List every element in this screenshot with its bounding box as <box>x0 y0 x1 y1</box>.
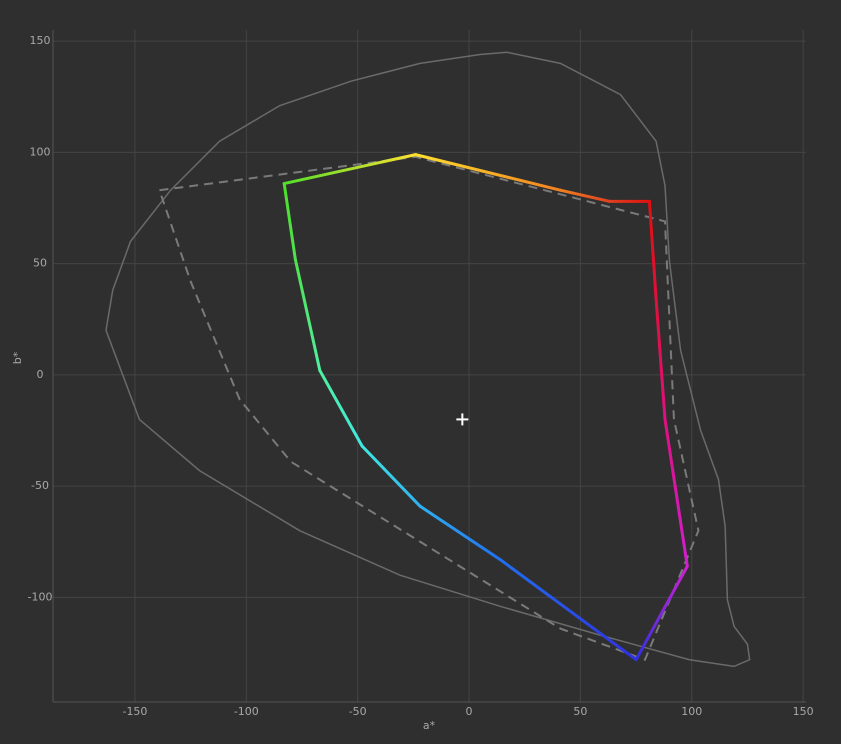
x-tick-label: 150 <box>793 705 814 718</box>
gamut-edge <box>498 558 638 662</box>
dashed-gamut <box>158 155 700 661</box>
y-tick-label: 150 <box>30 34 51 47</box>
gamut-edge <box>282 182 297 261</box>
white-point <box>456 413 469 426</box>
gamut-edge <box>654 297 667 421</box>
gamut-edge <box>558 188 611 203</box>
x-tick-label: -150 <box>122 705 147 718</box>
y-tick-label: -50 <box>31 479 49 492</box>
y-tick-label: -100 <box>28 590 53 603</box>
x-tick-label: -100 <box>234 705 259 718</box>
gamut-edge <box>360 444 422 508</box>
y-tick-label: 0 <box>37 368 44 381</box>
gamut-edge <box>663 417 689 568</box>
y-axis-label: b* <box>11 351 24 364</box>
gamut-edge <box>634 564 689 662</box>
gamut-edge <box>293 257 322 372</box>
x-tick-label: 100 <box>681 705 702 718</box>
x-axis-label: a* <box>423 719 436 732</box>
gamut-edge <box>318 368 364 448</box>
x-tick-label: 0 <box>466 705 473 718</box>
gamut-edge <box>414 153 562 192</box>
spectral-locus <box>105 51 751 668</box>
y-tick-label: 100 <box>30 145 51 158</box>
gamut-edge <box>647 199 658 301</box>
x-tick-label: 50 <box>573 705 587 718</box>
x-tick-label: -50 <box>349 705 367 718</box>
y-tick-label: 50 <box>33 257 47 270</box>
gamut-edge <box>418 504 502 562</box>
gamut-edge <box>282 153 418 186</box>
